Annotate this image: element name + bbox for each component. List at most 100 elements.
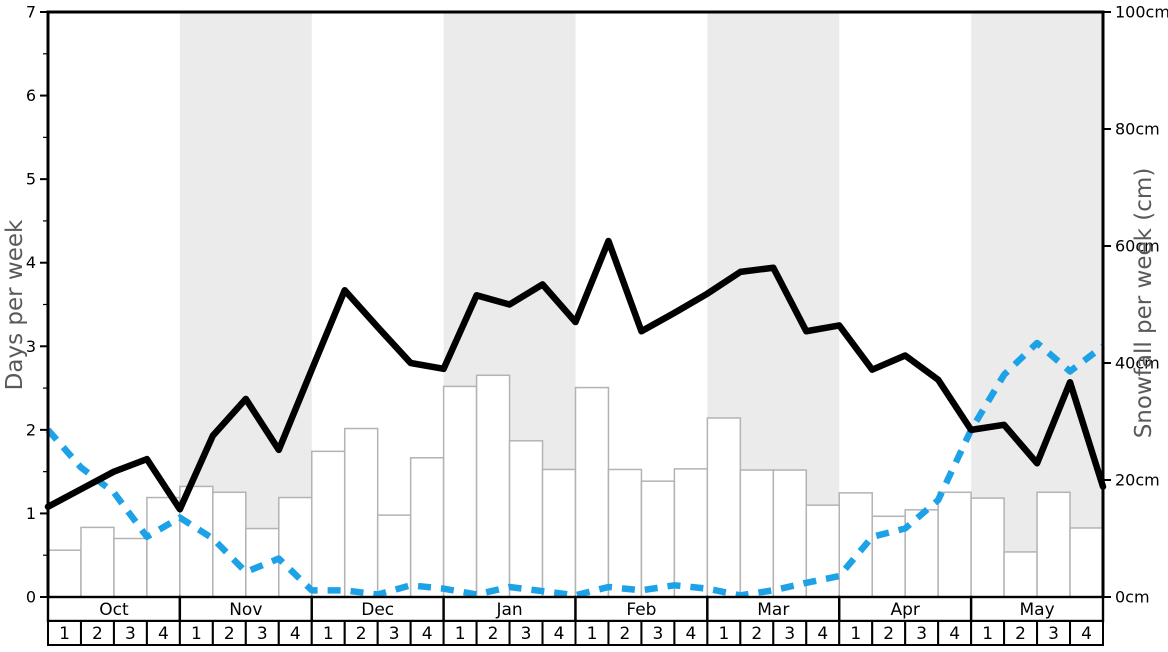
bar-dec-week4 xyxy=(409,457,445,598)
black-polyline xyxy=(44,237,1107,513)
right-tick-label: 100cm xyxy=(1115,3,1168,22)
week-number-label: 3 xyxy=(521,624,532,644)
month-label-feb: Feb xyxy=(626,600,656,620)
week-number-label: 4 xyxy=(422,624,433,644)
axes-group: 0 1 2 3 4 5 6 7 0cm 20cm 40cm 60cm 80cm 100cm xyxy=(26,3,1168,607)
week-cell-mar-2 xyxy=(739,620,775,646)
snowfall-bars-group xyxy=(47,374,1104,598)
week-cell-dec-2 xyxy=(343,620,379,646)
left-tick-label: 2 xyxy=(26,420,36,439)
right-tick-label: 0cm xyxy=(1115,588,1150,607)
week-cell-feb-1 xyxy=(574,620,610,646)
week-number-label: 1 xyxy=(191,624,202,644)
bar-jan-week2 xyxy=(475,374,511,598)
week-number-label: 4 xyxy=(290,624,301,644)
week-number-label: 1 xyxy=(323,624,334,644)
week-cell-feb-2 xyxy=(607,620,643,646)
month-cell-may xyxy=(969,595,1105,623)
blue-dashed-polyline xyxy=(45,339,1105,599)
bar-oct-week1 xyxy=(47,549,82,598)
month-cell-dec xyxy=(310,595,445,623)
week-number-label: 4 xyxy=(158,624,169,644)
right-tick-label: 80cm xyxy=(1115,120,1160,139)
week-cell-jan-1 xyxy=(442,620,478,646)
month-label-mar: Mar xyxy=(757,600,789,620)
week-number-label: 2 xyxy=(883,624,894,644)
month-label-dec: Dec xyxy=(361,600,394,620)
bar-may-week2 xyxy=(1003,551,1038,598)
bar-dec-week2 xyxy=(343,427,379,598)
week-cell-may-3 xyxy=(1036,620,1072,646)
frame-path xyxy=(46,10,1105,597)
month-label-apr: Apr xyxy=(890,600,919,620)
week-number-row: 1 2 3 4 1 2 3 4 1 2 3 4 1 2 3 4 1 2 3 4 1 2 3 4 1 2 3 4 1 2 3 4 xyxy=(47,620,1104,646)
bar-oct-week2 xyxy=(80,526,115,598)
week-number-label: 1 xyxy=(59,624,70,644)
left-tick-label: 5 xyxy=(26,170,36,189)
bar-feb-week1 xyxy=(574,386,610,598)
bar-jan-week1 xyxy=(442,385,478,598)
week-number-label: 1 xyxy=(982,624,993,644)
bar-oct-week4 xyxy=(146,496,181,598)
month-label-row: Oct Nov Dec Jan Feb Mar Apr May xyxy=(46,595,1105,623)
month-cell-apr xyxy=(838,595,973,623)
week-number-label: 3 xyxy=(1048,624,1059,644)
week-number-label: 2 xyxy=(224,624,235,644)
month-cell-feb xyxy=(574,595,709,623)
bar-nov-week4 xyxy=(278,496,313,598)
week-number-label: 3 xyxy=(916,624,927,644)
week-cell-oct-4 xyxy=(145,620,181,646)
black-line xyxy=(44,237,1107,513)
week-number-label: 4 xyxy=(554,624,565,644)
bar-oct-week3 xyxy=(113,537,148,598)
week-number-label: 2 xyxy=(620,624,631,644)
left-tick-label: 0 xyxy=(26,588,36,607)
month-label-oct: Oct xyxy=(99,600,129,620)
week-number-label: 1 xyxy=(455,624,466,644)
week-cell-apr-4 xyxy=(937,620,973,646)
week-cell-jan-3 xyxy=(508,620,544,646)
right-tick-label: 40cm xyxy=(1115,354,1160,373)
week-cell-mar-3 xyxy=(772,620,808,646)
bar-jan-week4 xyxy=(541,468,577,598)
bar-apr-week3 xyxy=(904,509,939,598)
week-number-label: 2 xyxy=(751,624,762,644)
week-cell-nov-4 xyxy=(277,620,313,646)
week-number-label: 4 xyxy=(685,624,696,644)
week-number-label: 3 xyxy=(125,624,136,644)
bar-nov-week3 xyxy=(245,527,280,598)
week-number-label: 4 xyxy=(949,624,960,644)
week-number-label: 1 xyxy=(850,624,861,644)
right-tick-label: 60cm xyxy=(1115,237,1160,256)
plot-frame xyxy=(46,10,1105,597)
left-tick-label: 7 xyxy=(26,3,36,22)
bar-dec-week1 xyxy=(311,450,346,598)
bar-jan-week3 xyxy=(508,440,544,598)
left-tick-label: 3 xyxy=(26,337,36,356)
right-tick-label: 20cm xyxy=(1115,471,1160,490)
week-number-label: 3 xyxy=(784,624,795,644)
left-tick-label: 1 xyxy=(26,504,36,523)
week-number-label: 1 xyxy=(587,624,598,644)
week-cell-apr-1 xyxy=(838,620,874,646)
week-number-label: 2 xyxy=(92,624,103,644)
left-tick-label: 4 xyxy=(26,253,36,272)
week-number-label: 4 xyxy=(1081,624,1092,644)
week-number-label: 1 xyxy=(718,624,729,644)
bar-may-week3 xyxy=(1036,491,1071,598)
right-axis-title: Snowfall per week (cm) xyxy=(1131,168,1157,439)
bar-feb-week3 xyxy=(640,480,676,598)
bar-feb-week2 xyxy=(607,468,643,598)
bar-may-week1 xyxy=(970,497,1005,598)
bar-mar-week3 xyxy=(772,469,808,598)
week-number-label: 3 xyxy=(653,624,664,644)
month-label-jan: Jan xyxy=(495,600,522,620)
week-cell-oct-3 xyxy=(112,620,148,646)
left-axis-title: Days per week xyxy=(2,219,28,390)
blue-dashed-line xyxy=(45,339,1105,599)
week-number-label: 2 xyxy=(488,624,499,644)
week-cell-may-2 xyxy=(1003,620,1039,646)
bar-mar-week2 xyxy=(739,469,775,598)
